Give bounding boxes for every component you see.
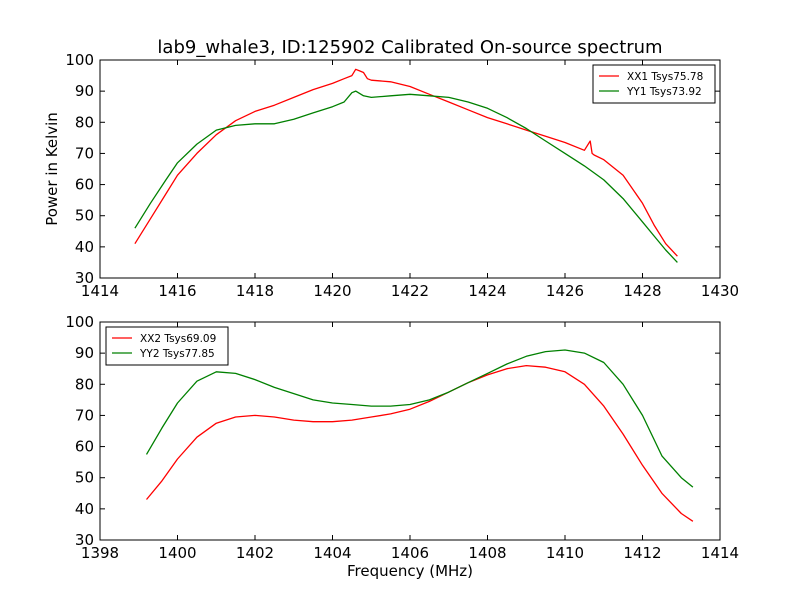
bottom-plot-panel: 1398 1400 1402 1404 1406 1408 1410 1412 1414 30 40… [65,313,739,580]
x-tick-label: 1402 [236,544,274,562]
x-tick-label: 1404 [313,544,351,562]
y-tick-label: 50 [75,469,94,487]
y-tick-label: 70 [75,406,94,424]
x-axis-label: Frequency (MHz) [347,562,473,580]
x-tick-label: 1418 [236,282,274,300]
y-axis-label: Power in Kelvin [43,112,61,226]
y-tick-label: 100 [65,313,94,331]
y-tick-label: 80 [75,113,94,131]
y-tick-label: 40 [75,500,94,518]
legend-box [105,326,229,366]
legend-label: XX1 Tsys75.78 [627,71,703,83]
x-tick-label: 1412 [623,544,661,562]
legend: XX2 Tsys69.09 YY2 Tsys77.85 [105,326,229,366]
y-tick-label: 100 [65,51,94,69]
x-tick-label: 1400 [158,544,196,562]
x-tick-label: 1414 [701,544,739,562]
y-tick-label: 90 [75,82,94,100]
x-tick-label: 1420 [313,282,351,300]
x-tick-label: 1428 [623,282,661,300]
legend-label: YY2 Tsys77.85 [139,348,215,360]
y-tick-label: 70 [75,144,94,162]
x-tick-label: 1410 [546,544,584,562]
x-tick-label: 1398 [81,544,119,562]
series-line-xx2 [145,364,694,522]
legend-box [592,64,716,104]
y-tick-label: 30 [75,531,94,549]
x-tick-label: 1414 [81,282,119,300]
legend-label: XX2 Tsys69.09 [140,333,216,345]
legend: XX1 Tsys75.78 YY1 Tsys73.92 [592,64,716,104]
series-line-xx1 [134,68,678,257]
series-line-yy2 [145,349,694,488]
series-line-yy1 [134,90,678,263]
legend-label: YY1 Tsys73.92 [626,86,702,98]
y-tick-label: 60 [75,438,94,456]
y-tick-label: 30 [75,269,94,287]
top-plot-panel: 1414 1416 1418 1420 1422 1424 1426 1428 1430 30 40… [43,51,739,300]
y-tick-label: 50 [75,207,94,225]
x-tick-label: 1424 [468,282,506,300]
x-tick-label: 1422 [391,282,429,300]
y-tick-label: 80 [75,375,94,393]
x-tick-label: 1416 [158,282,196,300]
x-tick-label: 1426 [546,282,584,300]
y-tick-label: 40 [75,238,94,256]
y-tick-label: 60 [75,176,94,194]
x-tick-label: 1408 [468,544,506,562]
y-tick-label: 90 [75,344,94,362]
x-tick-label: 1406 [391,544,429,562]
figure-title: lab9_whale3, ID:125902 Calibrated On-sou… [157,37,662,58]
x-tick-label: 1430 [701,282,739,300]
